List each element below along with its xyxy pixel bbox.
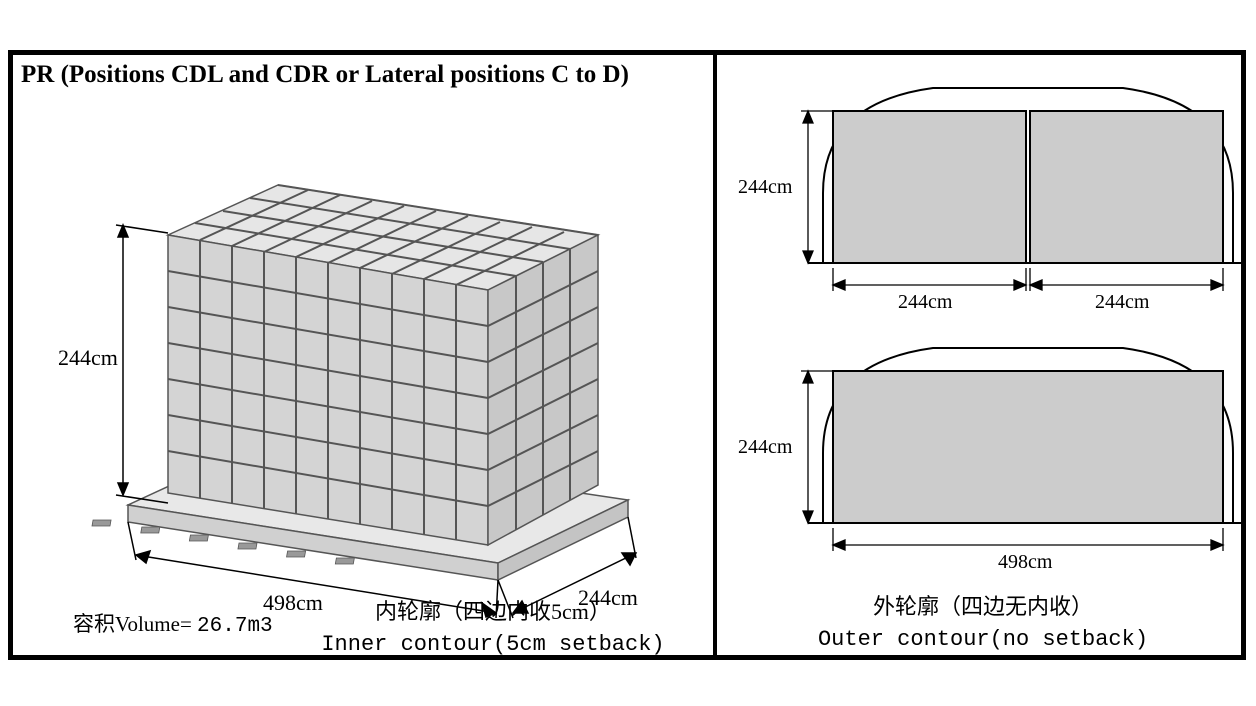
contour-bottom: 244cm 498cm xyxy=(723,323,1243,583)
contour-top: 244cm 244cm 244cm xyxy=(723,63,1243,323)
page: PR (Positions CDL and CDR or Lateral pos… xyxy=(0,0,1256,706)
dim-height xyxy=(116,225,168,503)
right-caption-l2: Outer contour(no setback) xyxy=(773,623,1193,656)
right-caption-l1: 外轮廓（四边无内收） xyxy=(773,590,1193,623)
top-w2-label: 244cm xyxy=(1095,291,1150,313)
dim-height-label: 244cm xyxy=(58,345,118,370)
top-height-label: 244cm xyxy=(738,176,793,198)
volume-value: 26.7m3 xyxy=(197,615,273,638)
vertical-divider xyxy=(713,55,717,655)
panel-title: PR (Positions CDL and CDR or Lateral pos… xyxy=(21,61,629,89)
isometric-diagram: 244cm 498cm 244cm xyxy=(18,95,708,655)
left-caption-l1: 内轮廓（四边内收5cm） xyxy=(313,595,673,628)
right-caption: 外轮廓（四边无内收） Outer contour(no setback) xyxy=(773,590,1193,656)
bottom-height-label: 244cm xyxy=(738,436,793,458)
outer-frame: PR (Positions CDL and CDR or Lateral pos… xyxy=(8,50,1246,660)
volume-prefix: 容积Volume= xyxy=(73,612,192,636)
top-w1-label: 244cm xyxy=(898,291,953,313)
volume-label: 容积Volume= 26.7m3 xyxy=(73,608,273,638)
bottom-w-label: 498cm xyxy=(998,551,1053,573)
left-caption-l2: Inner contour(5cm setback) xyxy=(313,628,673,661)
left-caption: 内轮廓（四边内收5cm） Inner contour(5cm setback) xyxy=(313,595,673,661)
